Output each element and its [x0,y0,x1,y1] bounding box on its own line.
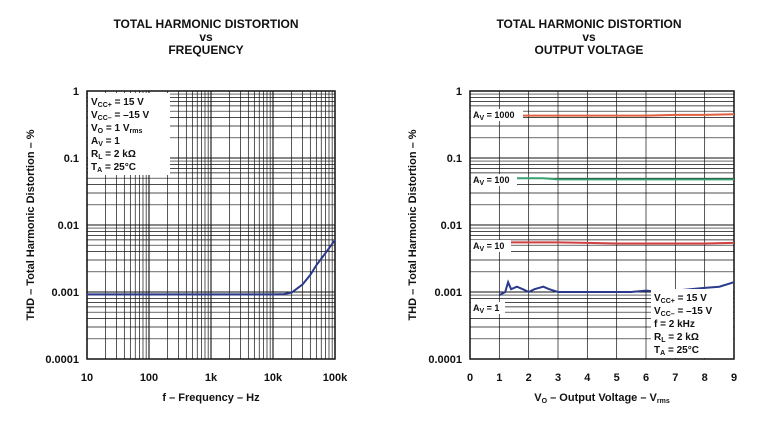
series-label-box [471,174,517,186]
chart-title-line: TOTAL HARMONIC DISTORTION [113,17,298,31]
y-tick-label: 0.0001 [428,354,462,366]
x-tick-label: 3 [555,372,561,384]
x-tick-label: 1 [496,372,502,384]
condition-text: VCC– = –15 V [91,110,150,122]
condition-text: VCC+ = 15 V [654,293,707,305]
x-tick-label: 8 [702,372,708,384]
x-tick-label: 2 [526,372,532,384]
y-tick-label: 1 [73,86,79,98]
series-line [499,241,735,245]
x-tick-label: 10k [264,372,283,384]
series-line [499,176,734,181]
series-label: AV = 10 [473,241,504,253]
condition-text: RL = 2 kΩ [91,149,136,161]
condition-text: TA = 25°C [654,345,699,357]
x-tick-label: 5 [614,372,620,384]
y-tick-label: 0.1 [64,153,79,165]
y-tick-label: 0.01 [441,220,462,232]
x-tick-label: 1k [205,372,218,384]
x-tick-label: 6 [643,372,649,384]
x-axis-label: VO – Output Voltage – Vrms [534,392,670,405]
chart-title-line: vs [199,30,213,44]
condition-text: AV = 1 [91,136,120,148]
condition-text: VCC+ = 15 V [91,97,144,109]
x-tick-label: 4 [584,372,591,384]
series-label: AV = 100 [473,175,509,187]
series-label-box [471,109,523,121]
y-tick-label: 0.0001 [45,354,79,366]
x-axis-label: f – Frequency – Hz [162,392,260,404]
condition-text: f = 2 kHz [654,319,695,330]
chart-title-line: vs [582,30,596,44]
plot-frame [469,90,735,360]
condition-text: VCC– = –15 V [654,306,713,318]
series-label-box [471,240,511,252]
y-tick-label: 1 [456,86,462,98]
series-line [499,113,735,117]
y-tick-label: 0.01 [58,220,79,232]
x-tick-label: 0 [467,372,473,384]
conditions-box [651,289,733,358]
chart-title-line: FREQUENCY [168,43,243,57]
y-tick-label: 0.001 [434,287,462,299]
y-tick-label: 0.1 [447,153,462,165]
y-axis-label: THD – Total Harmonic Distortion – % [407,129,419,320]
plot-frame [86,90,336,360]
series-label: AV = 1 [473,303,499,315]
x-tick-label: 100k [323,372,348,384]
x-tick-label: 9 [731,372,737,384]
conditions-box [88,93,170,175]
x-tick-label: 100 [140,372,158,384]
y-tick-label: 0.001 [51,287,79,299]
y-axis-label: THD – Total Harmonic Distortion – % [25,129,37,320]
series-label-box [471,302,505,314]
x-tick-label: 7 [672,372,678,384]
chart-title-line: TOTAL HARMONIC DISTORTION [496,17,681,31]
series-line [87,239,336,296]
condition-text: RL = 2 kΩ [654,332,699,344]
condition-text: VO = 1 Vrms [91,123,142,135]
series-label: AV = 1000 [473,110,514,122]
condition-text: TA = 25°C [91,162,136,174]
x-tick-label: 10 [81,372,93,384]
chart-title-line: OUTPUT VOLTAGE [535,43,644,57]
grid [86,91,335,360]
